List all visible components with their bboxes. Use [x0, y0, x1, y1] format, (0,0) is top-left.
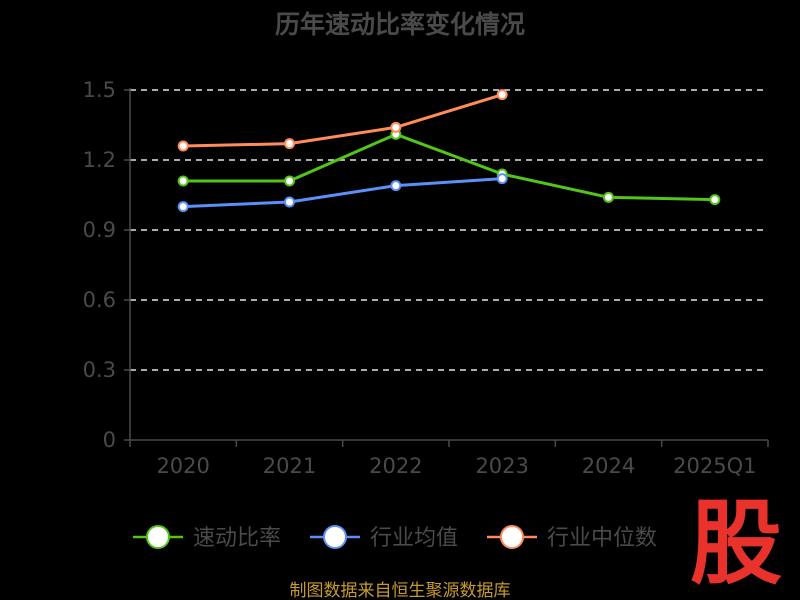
data-point [177, 140, 189, 152]
x-tick-label: 2023 [475, 454, 528, 478]
legend-item-2[interactable]: 行业中位数 [487, 525, 657, 551]
data-point [177, 175, 189, 187]
legend-label: 速动比率 [193, 526, 281, 551]
x-tick-label: 2024 [582, 454, 635, 478]
grid-layer [130, 89, 768, 371]
data-point [496, 89, 508, 101]
data-point [496, 173, 508, 185]
legend-label: 行业均值 [370, 526, 458, 551]
legend-item-1[interactable]: 行业均值 [310, 525, 458, 551]
x-tick-label: 2020 [156, 454, 209, 478]
source-note: 制图数据来自恒生聚源数据库 [290, 581, 511, 600]
data-point [390, 121, 402, 133]
series-line-1 [183, 177, 503, 209]
data-point [177, 201, 189, 213]
data-point [603, 191, 614, 203]
legend-marker [146, 525, 170, 549]
data-point [284, 196, 295, 208]
legend-marker [500, 525, 524, 549]
axis-layer: 0 0.3 0.6 0.9 1.2 1.5 2020 2021 2022 2023 2024 2025… [83, 78, 769, 478]
y-tick-label: 0.3 [83, 358, 116, 382]
y-tick-label: 1.2 [83, 148, 116, 172]
y-tick-label: 0.6 [83, 288, 116, 312]
chart-title: 历年速动比率变化情况 [275, 10, 525, 39]
series-line-0 [183, 132, 715, 202]
legend-item-0[interactable]: 速动比率 [133, 525, 281, 551]
series-layer [177, 89, 721, 213]
legend-marker [323, 525, 347, 549]
series-line-2 [183, 93, 503, 148]
data-point [284, 175, 295, 187]
legend[interactable]: 速动比率 行业均值 行业中位数 [133, 525, 657, 551]
x-tick-label: 2022 [369, 454, 422, 478]
y-tick-label: 0.9 [83, 218, 116, 242]
data-point [390, 180, 402, 192]
x-tick-label: 2025Q1 [673, 454, 756, 478]
y-tick-label: 0 [103, 428, 116, 452]
data-point [284, 138, 295, 150]
logo-watermark: 股 [690, 490, 782, 597]
x-tick-label: 2021 [263, 454, 316, 478]
data-point [709, 194, 721, 206]
legend-label: 行业中位数 [547, 526, 657, 551]
y-tick-label: 1.5 [83, 78, 116, 102]
